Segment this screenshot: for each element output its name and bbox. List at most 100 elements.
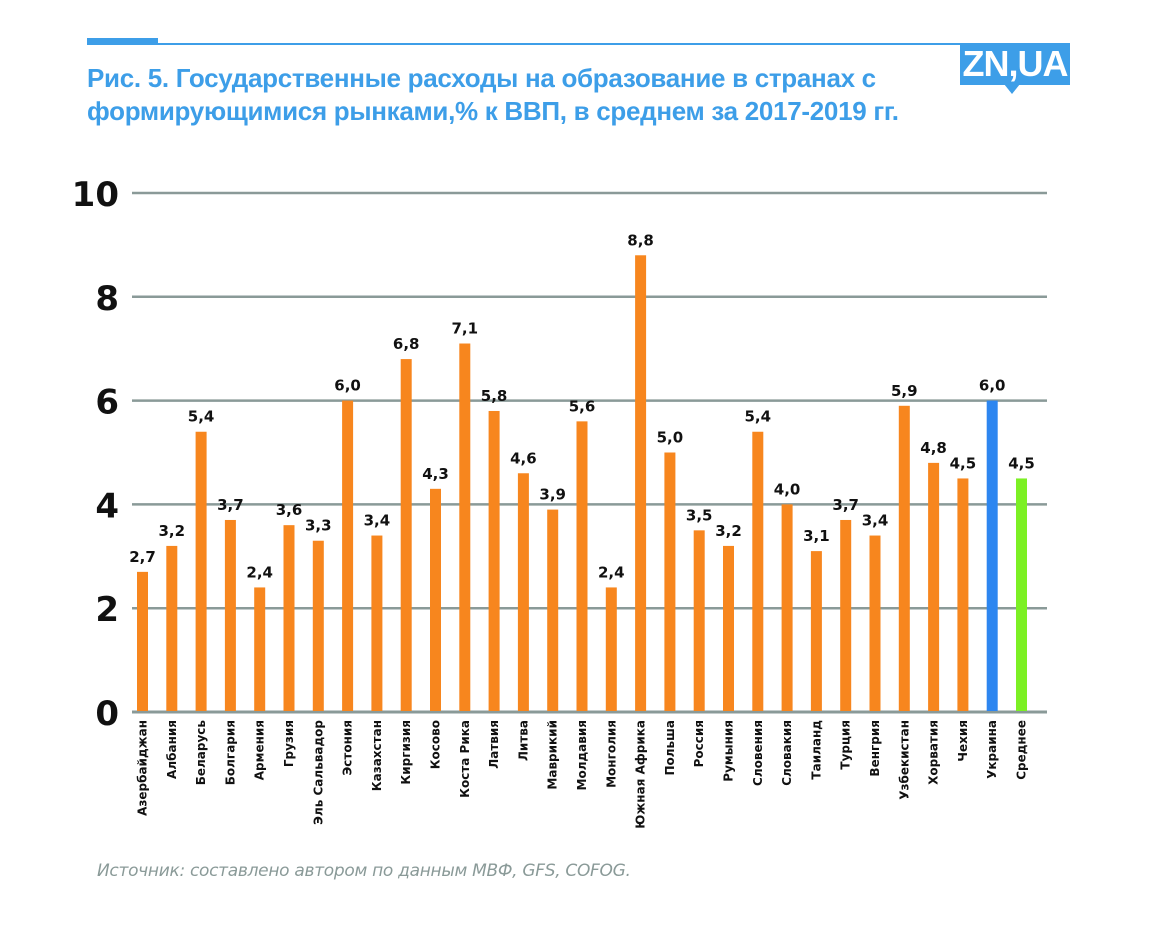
x-tick-label: Польша (663, 720, 677, 776)
data-label: 2,4 (246, 563, 273, 581)
data-label: 3,6 (276, 501, 303, 519)
data-label: 4,6 (510, 449, 537, 467)
data-label: 3,7 (832, 496, 859, 514)
data-label: 8,8 (627, 231, 654, 249)
bar (224, 519, 236, 711)
x-tick-label: Косово (429, 720, 443, 769)
data-label: 2,7 (129, 548, 156, 566)
x-tick-label: Казахстан (370, 720, 384, 791)
x-tick-label: Болгария (223, 720, 237, 785)
data-label: 3,5 (686, 506, 713, 524)
data-label: 5,8 (481, 387, 508, 405)
bar (723, 545, 734, 711)
data-label: 3,2 (715, 522, 742, 540)
x-tick-label: Молдавия (575, 720, 589, 790)
chart-title: Рис. 5. Государственные расходы на образ… (87, 62, 967, 128)
x-tick-label: Монголия (604, 720, 618, 788)
x-tick-label: Украина (985, 720, 999, 779)
bar (254, 587, 266, 711)
data-label: 2,4 (598, 563, 625, 581)
bar (459, 343, 471, 711)
x-tick-label: Беларусь (194, 720, 208, 786)
bar (605, 587, 617, 711)
x-tick-label: Узбекистан (897, 720, 911, 800)
bar (752, 431, 764, 711)
bar (986, 400, 998, 711)
data-label: 5,0 (657, 429, 684, 447)
x-tick-label: Турция (839, 720, 853, 770)
chart-title-line-2: формирующимися рынками,% к ВВП, в средне… (87, 96, 899, 126)
x-tick-label: Азербайджан (136, 720, 150, 816)
y-tick-label: 8 (95, 279, 119, 319)
x-tick-label: Хорватия (927, 720, 941, 785)
data-label: 3,9 (539, 486, 566, 504)
x-tick-label: Маврикий (546, 720, 560, 790)
bar (430, 488, 441, 711)
data-label: 4,0 (774, 480, 801, 498)
x-tick-label: Чехия (956, 720, 970, 762)
data-label: 6,0 (334, 377, 361, 395)
bar (400, 359, 412, 711)
bar (869, 535, 881, 711)
bar (517, 473, 529, 711)
data-label: 4,3 (422, 465, 449, 483)
data-label: 5,9 (891, 382, 918, 400)
chart-title-line-1: Рис. 5. Государственные расходы на образ… (87, 63, 876, 93)
data-label: 5,6 (569, 397, 596, 415)
bar (576, 421, 588, 711)
bar (283, 525, 295, 711)
data-label: 4,5 (1008, 454, 1035, 472)
x-tick-label: Эль Сальвадор (311, 720, 325, 825)
y-tick-label: 0 (95, 694, 119, 734)
data-label: 7,1 (452, 320, 479, 338)
x-tick-label: Румыния (722, 720, 736, 782)
x-tick-label: Венгрия (868, 720, 882, 777)
data-label: 6,8 (393, 335, 420, 353)
bar (810, 551, 822, 711)
bar (488, 410, 500, 711)
data-label: 3,7 (217, 496, 244, 514)
bar (547, 509, 559, 711)
data-label: 3,3 (305, 517, 332, 535)
y-tick-label: 10 (72, 175, 119, 215)
x-tick-label: Россия (692, 720, 706, 767)
bar (1016, 478, 1027, 711)
header-rule (87, 43, 1047, 45)
bar (342, 400, 354, 711)
data-label: 3,4 (364, 512, 391, 530)
bar (371, 535, 383, 711)
bar (635, 255, 647, 711)
source-note: Источник: составлено автором по данным М… (97, 861, 631, 881)
bar (957, 478, 969, 711)
x-tick-label: Эстония (341, 720, 355, 776)
header-accent-bar (87, 38, 158, 44)
x-tick-label: Грузия (282, 720, 296, 767)
data-label: 4,8 (920, 439, 947, 457)
x-tick-label: Южная Африка (634, 720, 648, 829)
data-label: 3,2 (159, 522, 186, 540)
data-label: 5,4 (745, 408, 772, 426)
x-tick-label: Коста Рика (458, 720, 472, 798)
bar (693, 530, 705, 711)
x-tick-label: Словения (751, 720, 765, 786)
bar (137, 571, 148, 711)
y-tick-label: 6 (95, 383, 119, 423)
x-tick-label: Среднее (1015, 720, 1029, 780)
logo-speech-tail-icon (1004, 84, 1020, 94)
data-label: 3,1 (803, 527, 830, 545)
data-label: 5,4 (188, 408, 215, 426)
x-tick-label: Словакия (780, 720, 794, 786)
bar (898, 405, 910, 711)
y-tick-label: 2 (95, 590, 119, 630)
data-label: 3,4 (862, 512, 889, 530)
bar (664, 452, 676, 711)
bar (781, 504, 793, 711)
x-tick-label: Армения (253, 720, 267, 780)
bar (840, 519, 852, 711)
zn-ua-logo: ZN,UA (960, 43, 1070, 85)
x-tick-label: Албания (165, 720, 179, 779)
x-tick-label: Таиланд (809, 720, 823, 780)
data-label: 4,5 (950, 454, 977, 472)
bar (312, 540, 324, 711)
